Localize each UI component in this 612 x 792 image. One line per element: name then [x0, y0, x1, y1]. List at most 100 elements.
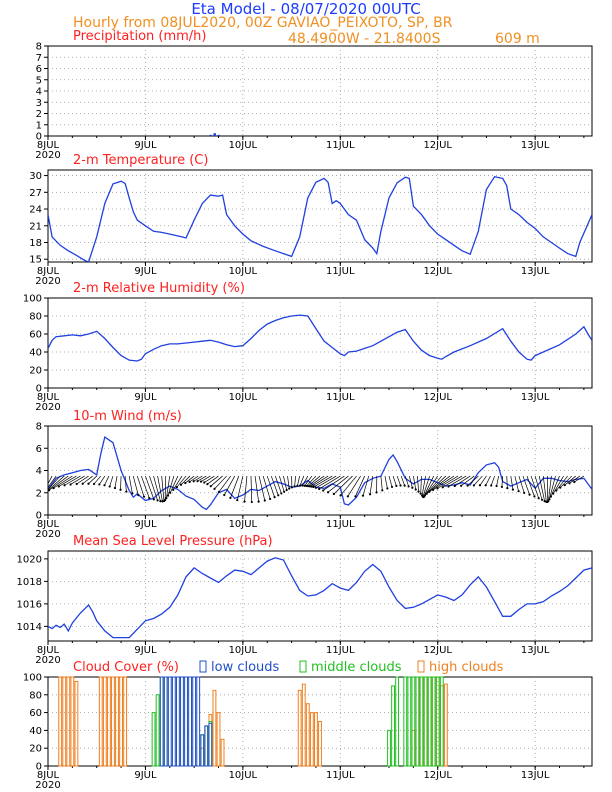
- wind-vector: [70, 475, 85, 485]
- wind-vector-head: [495, 484, 498, 488]
- wind-vector-head: [119, 488, 122, 491]
- wind-vector-head: [447, 485, 450, 488]
- wind-vector-head: [573, 480, 576, 484]
- wind-vector: [153, 475, 161, 502]
- wind-vector: [185, 475, 195, 484]
- x-tick-label: 11JUL: [326, 140, 355, 151]
- wind-vector-head: [414, 488, 417, 491]
- y-tick-label: 1: [36, 120, 42, 131]
- wind-vector: [501, 476, 504, 487]
- wind-vector: [82, 475, 93, 485]
- y-tick-label: 15: [29, 255, 42, 266]
- cloud-bar-high: [443, 683, 448, 767]
- wind-vector-head: [87, 482, 90, 485]
- x-tick-label: 8JUL: [37, 770, 60, 781]
- y-tick-label: 1016: [17, 599, 42, 610]
- wind-vector-head: [229, 496, 232, 499]
- wind-vector: [299, 475, 305, 486]
- wind-vector-head: [298, 484, 302, 487]
- wind-vector: [423, 475, 434, 498]
- wind-vector: [164, 476, 167, 500]
- x-tick-label: 9JUL: [134, 140, 157, 151]
- precip-bar: [217, 134, 221, 136]
- wind-vector: [542, 476, 547, 502]
- cloud-bar-low: [188, 676, 193, 767]
- wind-vector-head: [137, 494, 140, 497]
- x-tick-label: 13JUL: [521, 266, 550, 277]
- wind-vector: [396, 475, 401, 486]
- y-tick-label: 80: [29, 312, 42, 323]
- panel-title: 2-m Temperature (C): [73, 153, 208, 168]
- y-tick-label: 1020: [17, 554, 42, 565]
- wind-vector-head: [441, 486, 444, 489]
- y-tick-label: 40: [29, 726, 42, 737]
- cloud-bar-middle: [407, 676, 412, 767]
- wind-vector-head: [63, 484, 66, 487]
- legend-label: middle clouds: [311, 660, 402, 675]
- wind-vector: [448, 475, 467, 487]
- wind-vector: [244, 476, 248, 502]
- wind-vector: [120, 476, 122, 490]
- x-tick-label: 10JUL: [229, 770, 258, 781]
- cloud-bar-middle: [427, 676, 432, 767]
- wind-vector: [473, 475, 483, 486]
- cloud-bar-middle: [403, 676, 408, 767]
- x-tick-label: 8JUL: [37, 519, 60, 530]
- wind-vector-head: [528, 493, 531, 496]
- wind-vector: [322, 475, 345, 491]
- cloud-bar-high: [115, 676, 119, 767]
- wind-vector-head: [543, 500, 546, 503]
- wind-vector-head: [555, 489, 558, 492]
- cloud-bar-middle: [395, 676, 400, 767]
- cloud-bar-high: [111, 676, 115, 767]
- wind-vector-head: [460, 484, 463, 487]
- x-tick-label: 8JUL: [37, 392, 60, 403]
- cloud-bar-low: [175, 676, 180, 767]
- y-tick-label: 0: [36, 762, 42, 773]
- x-tick-label: 12JUL: [423, 392, 452, 403]
- x-tick-year: 2020: [35, 276, 60, 287]
- wind-vector: [408, 475, 413, 488]
- panel-rh: 8JUL2020 9JUL 10JUL 11JUL 12JUL 13JUL 0 20 40 60 8…: [23, 281, 593, 413]
- wind-vector-head: [395, 484, 398, 488]
- cloud-bar-middle: [435, 676, 440, 767]
- wind-vector-head: [466, 484, 469, 487]
- wind-vector-head: [547, 499, 550, 503]
- wind-vector: [230, 475, 240, 499]
- panel-title: Precipitation (mm/h): [73, 29, 206, 44]
- wind-vector-head: [69, 483, 72, 486]
- cloud-bar-low: [192, 676, 197, 767]
- wind-vector: [124, 476, 127, 492]
- cloud-bar-high: [102, 676, 107, 767]
- wind-vector-head: [108, 485, 111, 488]
- wind-vector-head: [312, 485, 315, 489]
- wind-vector-head: [375, 491, 378, 494]
- wind-vector-head: [523, 491, 526, 494]
- wind-vector-head: [436, 487, 439, 490]
- wind-vector: [169, 475, 179, 493]
- wind-vector: [388, 475, 393, 488]
- wind-vector: [559, 475, 572, 488]
- cloud-bar-middle: [391, 685, 395, 767]
- y-tick-label: 6: [36, 64, 42, 75]
- wind-vector: [460, 475, 475, 487]
- cloud-bar-high: [66, 676, 71, 767]
- wind-vector-head: [431, 488, 435, 492]
- panel-title: 10-m Wind (m/s): [73, 409, 182, 424]
- wind-vector: [48, 475, 53, 485]
- x-tick-year: 2020: [35, 655, 60, 666]
- wind-vector: [564, 475, 576, 486]
- cloud-bar-low: [208, 722, 213, 767]
- wind-vector: [380, 476, 383, 491]
- wind-vector: [319, 475, 341, 490]
- y-tick-label: 8: [36, 422, 42, 433]
- y-tick-label: 7: [36, 53, 42, 64]
- chart-title: Eta Model - 08/07/2020 00UTC: [191, 0, 420, 18]
- wind-vector: [467, 475, 479, 486]
- wind-vector-head: [472, 484, 475, 487]
- x-tick-label: 8JUL: [37, 645, 60, 656]
- wind-vector-head: [203, 481, 206, 484]
- wind-vector: [333, 475, 353, 495]
- y-tick-label: 3: [36, 98, 42, 109]
- legend-swatch: [299, 660, 307, 673]
